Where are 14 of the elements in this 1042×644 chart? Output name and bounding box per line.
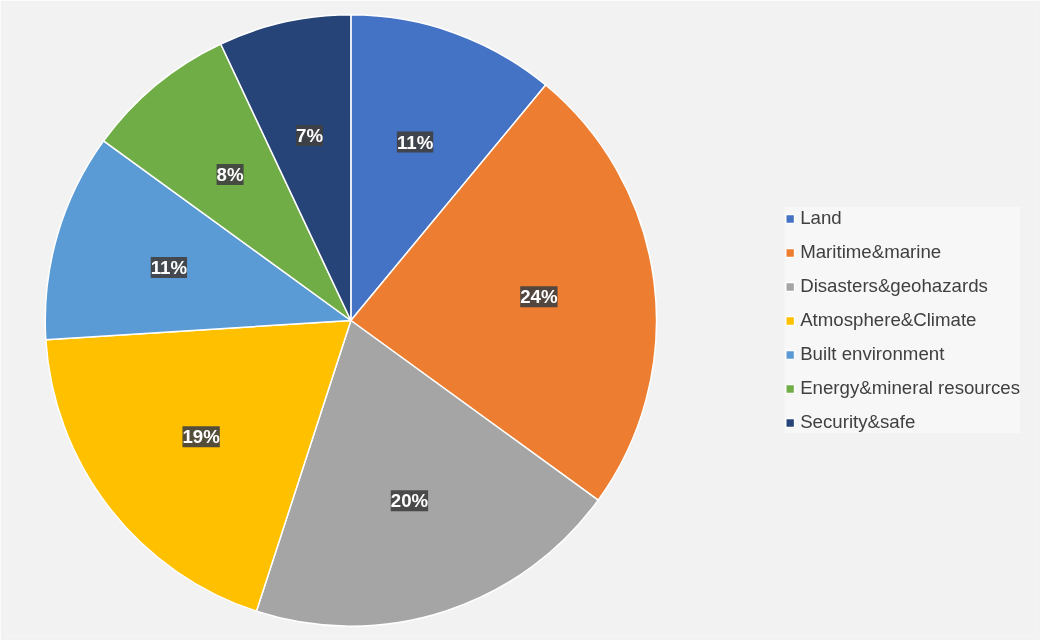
legend-label: Built environment	[800, 343, 945, 365]
data-label: 8%	[216, 163, 244, 185]
data-label: 24%	[520, 286, 558, 308]
data-label: 7%	[296, 124, 324, 146]
data-label: 20%	[390, 490, 429, 512]
data-label: 19%	[182, 426, 221, 448]
legend-label: Disasters&geohazards	[800, 275, 988, 297]
data-label: 11%	[150, 257, 188, 279]
legend-label: Atmosphere&Climate	[800, 309, 977, 331]
data-label: 11%	[396, 131, 434, 153]
legend-label: Security&safe	[800, 411, 916, 433]
legend-label: Land	[800, 207, 842, 229]
legend-label: Energy&mineral resources	[800, 377, 1020, 399]
legend-label: Maritime&marine	[800, 241, 942, 263]
